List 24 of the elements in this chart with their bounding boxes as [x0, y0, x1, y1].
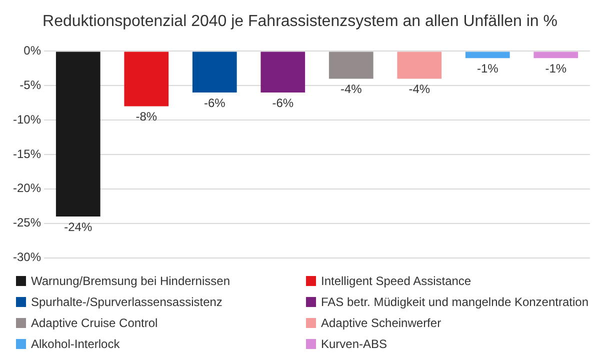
chart-title: Reduktionspotenzial 2040 je Fahrassistenzsystem an allen Unfällen in % — [42, 13, 558, 30]
y-tick-label: -20% — [13, 181, 42, 196]
data-label: -6% — [272, 96, 294, 110]
legend-label: FAS betr. Müdigkeit und mangelnde Konzentration — [321, 294, 589, 308]
y-tick-label: -10% — [13, 112, 42, 126]
data-label: -24% — [64, 220, 92, 234]
y-tick-label: -25% — [13, 216, 42, 230]
legend-label: Adaptive Cruise Control — [31, 316, 158, 330]
y-tick-label: -30% — [13, 250, 42, 264]
y-tick-label: -5% — [20, 78, 42, 92]
legend-label: Intelligent Speed Assistance — [321, 274, 472, 288]
data-label: -4% — [340, 82, 362, 96]
y-tick-label: -15% — [13, 146, 42, 161]
legend-label: Alkohol-Interlock — [31, 336, 120, 350]
data-label: -1% — [476, 61, 499, 76]
data-label: -8% — [136, 110, 158, 124]
legend-label: Adaptive Scheinwerfer — [321, 316, 442, 330]
y-tick-label: 0% — [24, 44, 42, 58]
legend-label: Spurhalte-/Spurverlassensassistenz — [31, 294, 222, 308]
legend-label: Warnung/Bremsung bei Hindernissen — [31, 274, 230, 288]
data-label: -4% — [408, 82, 430, 96]
data-label: -6% — [204, 96, 226, 110]
legend-label: Kurven-ABS — [321, 336, 388, 350]
data-label: -1% — [545, 61, 567, 76]
